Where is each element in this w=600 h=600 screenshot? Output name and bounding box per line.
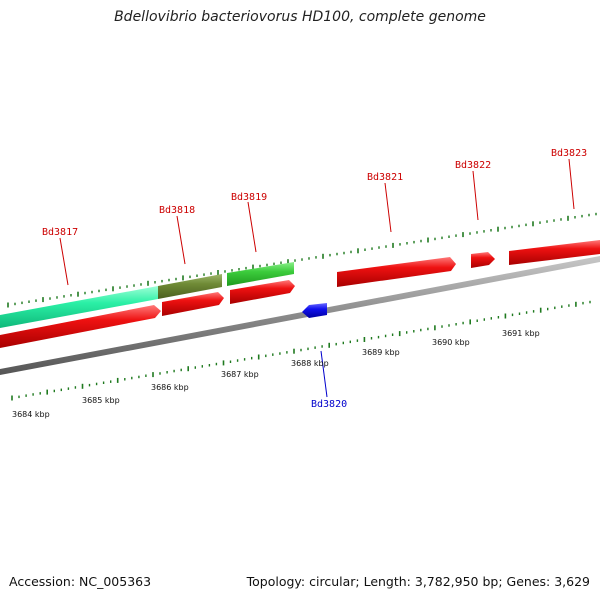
gene-label-bd3821: Bd3821	[367, 172, 403, 183]
gene-label-bd3820: Bd3820	[311, 399, 347, 410]
gene-arrow-bd3819[interactable]	[230, 280, 295, 304]
kbp-label: 3684 kbp	[12, 410, 50, 419]
mint-feature-bar	[0, 286, 158, 328]
upper-tick-row	[7, 212, 597, 308]
gene-arrow-bd3821[interactable]	[337, 257, 456, 287]
kbp-label: 3689 kbp	[362, 348, 400, 357]
gene-label-bd3822: Bd3822	[455, 160, 491, 171]
gene-arrow-bd3817[interactable]	[0, 305, 161, 348]
kbp-label: 3685 kbp	[82, 396, 120, 405]
gene-label-bd3823: Bd3823	[551, 148, 587, 159]
gene-arrow-bd3818[interactable]	[162, 292, 224, 316]
map-title: Bdellovibrio bacteriovorus HD100, comple…	[114, 9, 486, 25]
olive-feature-bar	[158, 274, 222, 299]
lower-tick-row	[11, 300, 591, 401]
kbp-label: 3687 kbp	[221, 370, 259, 379]
kbp-label: 3690 kbp	[432, 338, 470, 347]
gene-arrow-bd3823[interactable]	[509, 240, 600, 265]
kbp-label: 3688 kbp	[291, 359, 329, 368]
gene-arrow-bd3820[interactable]	[302, 303, 327, 318]
gene-label-bd3818: Bd3818	[159, 205, 195, 216]
genome-summary-text: Topology: circular; Length: 3,782,950 bp…	[246, 574, 590, 589]
kbp-label: 3686 kbp	[151, 383, 189, 392]
genome-backbone	[0, 256, 600, 375]
gene-label-leaders	[59, 158, 575, 398]
kbp-label: 3691 kbp	[502, 329, 540, 338]
gene-label-bd3817: Bd3817	[42, 227, 78, 238]
gene-label-bd3819: Bd3819	[231, 192, 267, 203]
green-feature-bar	[227, 262, 294, 286]
gene-arrow-bd3822[interactable]	[471, 252, 495, 268]
accession-text: Accession: NC_005363	[9, 574, 152, 589]
